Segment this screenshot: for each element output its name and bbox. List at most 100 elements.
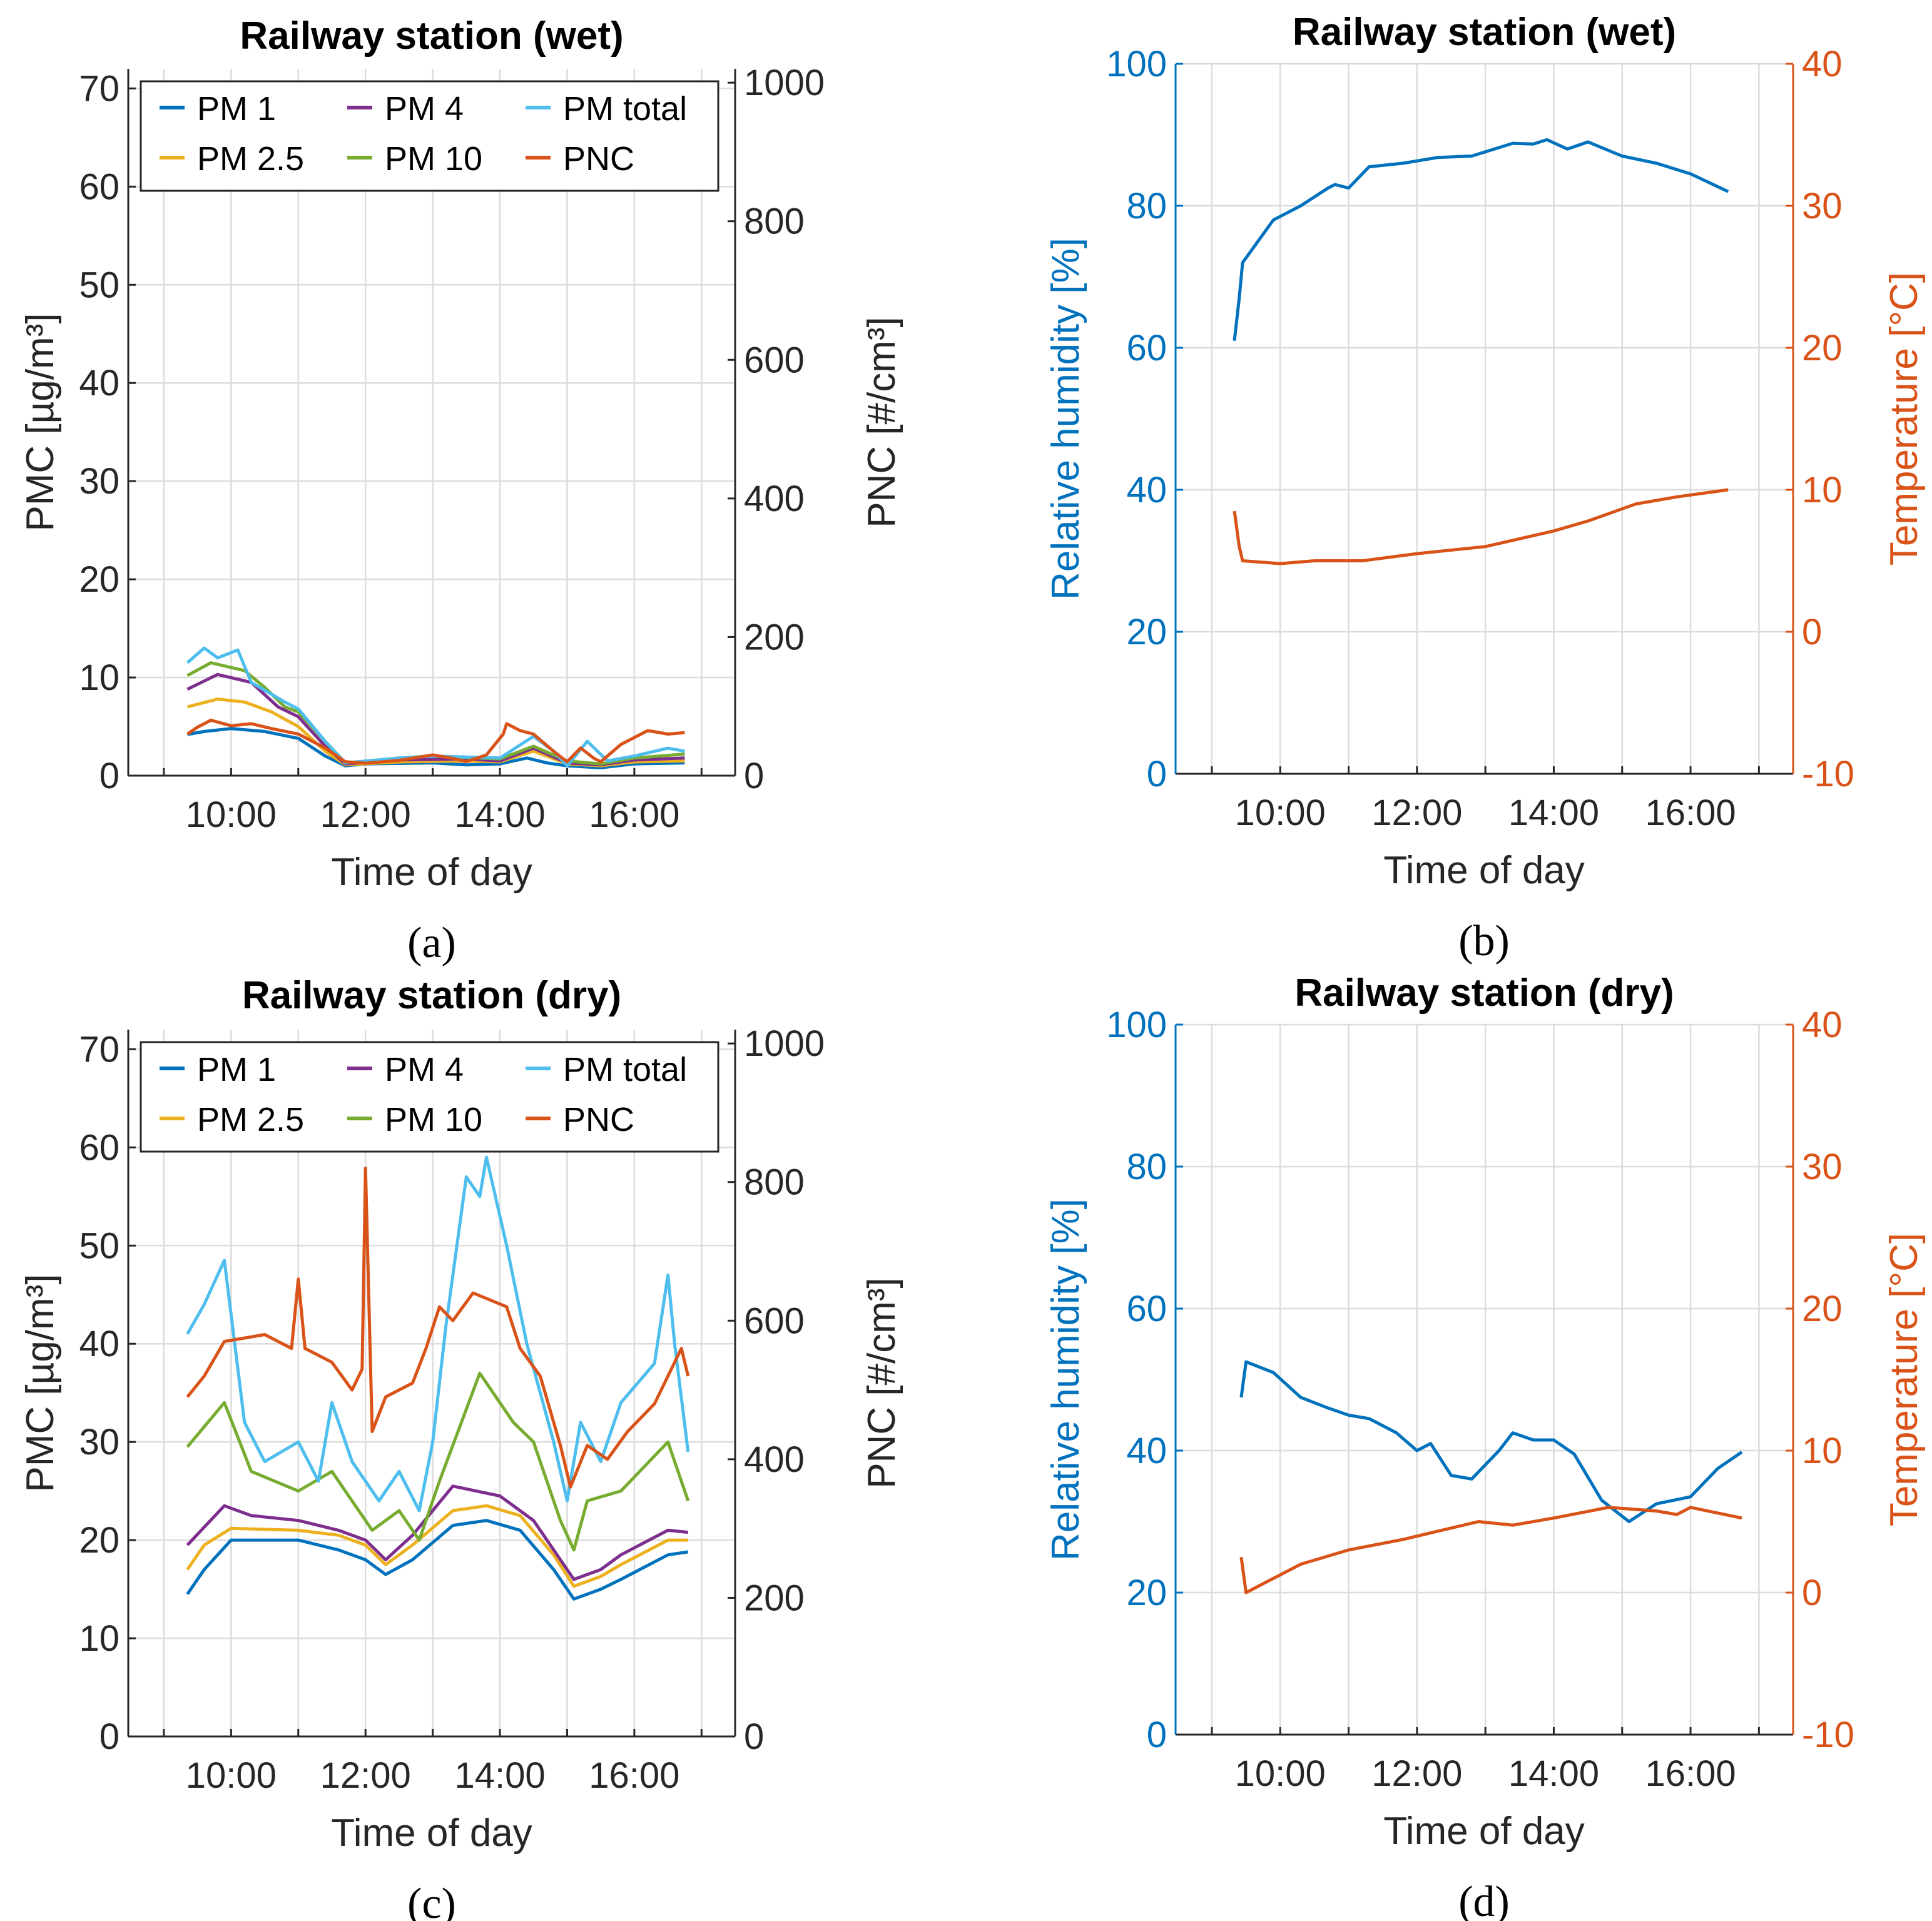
x-tick-label: 10:00 [186, 1755, 277, 1796]
legend-label: PM 2.5 [197, 140, 304, 178]
legend-label: PM 10 [385, 1101, 482, 1138]
y-right-tick-label: 20 [1802, 328, 1843, 368]
y-left-tick-label: 80 [1126, 186, 1167, 226]
y-left-tick-label: 0 [99, 756, 119, 796]
series-line-pm-2.5 [186, 1504, 688, 1588]
chart-title: Railway station (wet) [1293, 11, 1676, 54]
y-left-axis-label: Relative humidity [%] [1044, 1199, 1087, 1561]
x-tick-label: 12:00 [1371, 1753, 1462, 1794]
y-right-tick-label: 40 [1802, 1005, 1843, 1045]
y-left-tick-label: 100 [1106, 1005, 1167, 1045]
series-line-pm-4 [186, 1484, 689, 1581]
panel-d: 0 20 40 60 80 100 -10 0 10 20 30 40 10:00 12:00 14:00 1… [1044, 971, 1926, 1921]
y-left-tick-label: 20 [1126, 1573, 1167, 1613]
y-right-axis-label: Temperature [°C] [1883, 272, 1926, 565]
legend-box [140, 1041, 719, 1153]
y-right-tick-label: 400 [744, 479, 805, 519]
y-left-tick-label: 10 [79, 657, 119, 698]
y-right-tick-label: 1000 [744, 1023, 825, 1064]
y-right-axis-label: PNC [#/cm³] [860, 317, 903, 528]
series-line-temperature [1233, 488, 1729, 565]
y-left-tick-label: 40 [79, 1324, 119, 1364]
y-left-axis-label: Relative humidity [%] [1044, 238, 1087, 600]
x-axis-label: Time of day [331, 851, 532, 894]
x-tick-label: 10:00 [1235, 793, 1326, 833]
y-right-tick-label: 200 [744, 1578, 805, 1618]
subfigure-label: (d) [1458, 1878, 1510, 1921]
series-line-relative-humidity [1239, 1360, 1743, 1523]
subfigure-label: (b) [1458, 917, 1510, 965]
x-tick-label: 14:00 [1508, 793, 1599, 833]
x-tick-label: 16:00 [1645, 793, 1736, 833]
y-right-tick-label: 400 [744, 1439, 805, 1480]
y-left-tick-label: 70 [79, 1029, 119, 1070]
series-line-pm-total [186, 1155, 690, 1513]
series-line-pm-1 [186, 1519, 689, 1601]
y-left-tick-label: 40 [79, 363, 119, 403]
y-right-tick-label: 600 [744, 340, 805, 380]
series-line-pnc [186, 718, 685, 765]
y-left-tick-label: 40 [1126, 470, 1167, 510]
y-right-tick-label: 30 [1802, 1147, 1843, 1187]
y-left-tick-label: 70 [79, 68, 119, 109]
series-line-relative-humidity [1233, 138, 1729, 341]
y-right-tick-label: 0 [744, 1716, 764, 1757]
y-right-tick-label: -10 [1802, 754, 1854, 794]
chart-title: Railway station (wet) [240, 14, 623, 58]
y-left-tick-label: 50 [79, 265, 119, 305]
legend-label: PM 1 [197, 90, 276, 128]
legend-label: PM 4 [385, 90, 464, 128]
legend-label: PM total [563, 90, 687, 128]
x-tick-label: 12:00 [320, 1755, 411, 1796]
panel-b: 0 20 40 60 80 100 -10 0 10 20 30 40 10:00 12:00 14:00 1… [1044, 11, 1926, 965]
x-tick-label: 16:00 [1645, 1753, 1736, 1794]
series-line-pnc [186, 1167, 690, 1489]
legend: PM 1 PM 2.5 PM 4 PM 10 PM total PNC [140, 80, 719, 192]
y-left-tick-label: 20 [79, 1520, 119, 1561]
x-tick-label: 16:00 [589, 1755, 679, 1796]
y-left-tick-label: 0 [1147, 754, 1167, 794]
y-right-tick-label: 40 [1802, 44, 1843, 84]
panel-c: 0 10 20 30 40 50 60 70 0 200 400 600 800 1000 10:00 12:… [19, 974, 903, 1921]
y-right-tick-label: 10 [1802, 470, 1843, 510]
y-right-tick-label: 0 [744, 756, 764, 796]
x-tick-label: 14:00 [1508, 1753, 1599, 1794]
legend-label: PNC [563, 140, 634, 178]
x-tick-label: 12:00 [320, 794, 411, 835]
y-left-tick-label: 60 [1126, 328, 1167, 368]
legend-label: PM 4 [385, 1051, 464, 1088]
subfigure-label: (c) [407, 1880, 456, 1921]
chart-title: Railway station (dry) [242, 974, 621, 1017]
y-left-tick-label: 60 [1126, 1289, 1167, 1329]
y-left-axis-label: PMC [µg/m³] [19, 1274, 62, 1492]
y-right-tick-label: 1000 [744, 63, 825, 103]
y-right-tick-label: 0 [1802, 612, 1822, 652]
y-left-axis-label: PMC [µg/m³] [19, 313, 62, 531]
legend-label: PM 1 [197, 1051, 276, 1088]
y-left-tick-label: 80 [1126, 1147, 1167, 1187]
y-left-tick-label: 30 [79, 1422, 119, 1462]
y-left-tick-label: 40 [1126, 1431, 1167, 1471]
y-left-tick-label: 30 [79, 461, 119, 502]
y-left-tick-label: 60 [79, 1127, 119, 1168]
y-right-tick-label: -10 [1802, 1715, 1854, 1755]
chart-title: Railway station (dry) [1294, 971, 1674, 1015]
y-right-tick-label: 20 [1802, 1289, 1843, 1329]
x-tick-label: 12:00 [1371, 793, 1462, 833]
y-right-axis-label: PNC [#/cm³] [860, 1277, 903, 1489]
y-left-tick-label: 0 [1147, 1715, 1167, 1755]
x-axis-label: Time of day [331, 1812, 532, 1855]
x-tick-label: 14:00 [454, 794, 545, 835]
y-right-tick-label: 200 [744, 617, 805, 657]
series-line-pm-10 [186, 1371, 690, 1552]
y-right-tick-label: 600 [744, 1300, 805, 1341]
y-left-tick-label: 10 [79, 1618, 119, 1659]
y-left-tick-label: 50 [79, 1225, 119, 1266]
legend-label: PM 2.5 [197, 1101, 304, 1138]
y-right-tick-label: 10 [1802, 1431, 1843, 1471]
y-right-tick-label: 30 [1802, 186, 1843, 226]
legend-box [140, 80, 719, 192]
x-axis-label: Time of day [1383, 1810, 1585, 1853]
x-tick-label: 10:00 [1235, 1753, 1326, 1794]
series-line-temperature [1239, 1506, 1742, 1594]
